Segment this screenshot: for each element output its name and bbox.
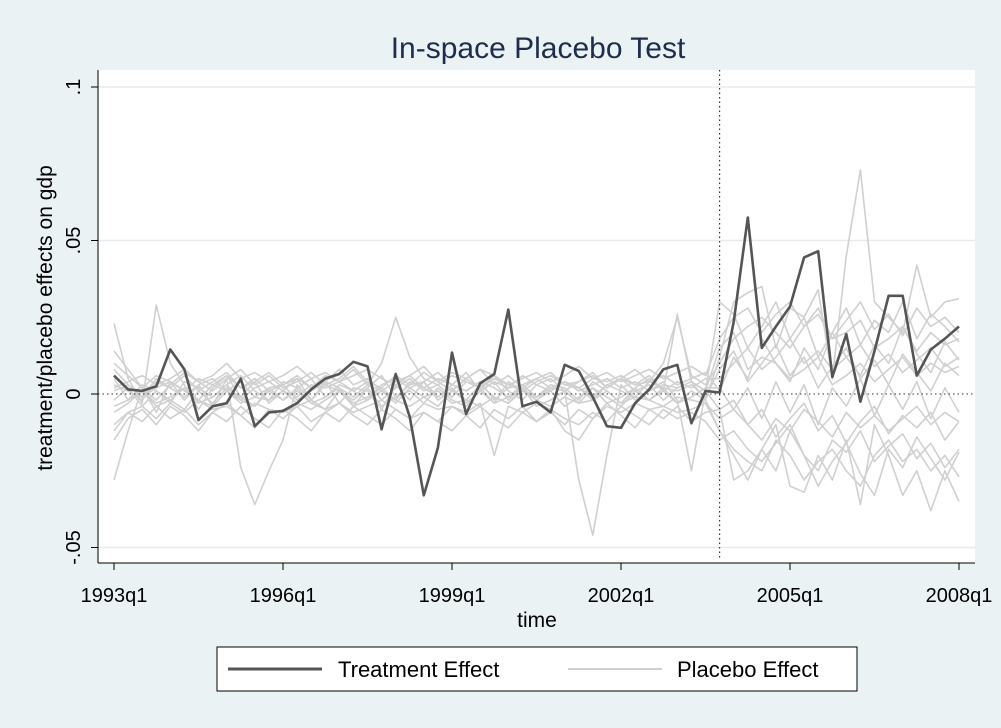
y-tick-label: .1: [63, 79, 85, 96]
legend: Treatment Effect Placebo Effect: [216, 646, 858, 692]
y-tick-label: .05: [63, 227, 85, 255]
treatment-line: [113, 216, 960, 497]
placebo-line: [113, 387, 960, 497]
plot-area: [98, 70, 975, 563]
placebo-line: [113, 313, 960, 392]
placebo-line: [113, 301, 960, 389]
x-tick-label: 2002q1: [588, 585, 655, 607]
placebo-line: [113, 344, 960, 401]
placebo-line: [113, 325, 960, 401]
y-tick-label: 0: [63, 388, 85, 399]
legend-label-placebo: Placebo Effect: [677, 657, 818, 682]
y-axis-title: treatment/placebo effects on gdp: [34, 165, 57, 470]
reference-lines: [98, 70, 975, 558]
x-tick-label: 1996q1: [250, 585, 317, 607]
axes: -.05 0 .05 .1 1993q1 1996q1 1999q1 2002q1 2005q1…: [63, 70, 992, 607]
x-tick-label: 2005q1: [757, 585, 824, 607]
chart-title: In-space Placebo Test: [391, 32, 686, 65]
treatment-series-group: [113, 216, 960, 497]
x-tick-label: 1993q1: [81, 585, 148, 607]
legend-label-treatment: Treatment Effect: [338, 657, 499, 682]
legend-box: [216, 646, 858, 692]
y-tick-label: -.05: [63, 530, 85, 564]
placebo-line: [113, 399, 960, 444]
x-tick-label: 2008q1: [926, 585, 993, 607]
x-axis-title: time: [517, 609, 557, 632]
placebo-line: [113, 301, 960, 405]
gridlines: [98, 86, 975, 549]
placebo-series-group: [113, 169, 960, 537]
x-tick-label: 1999q1: [419, 585, 486, 607]
